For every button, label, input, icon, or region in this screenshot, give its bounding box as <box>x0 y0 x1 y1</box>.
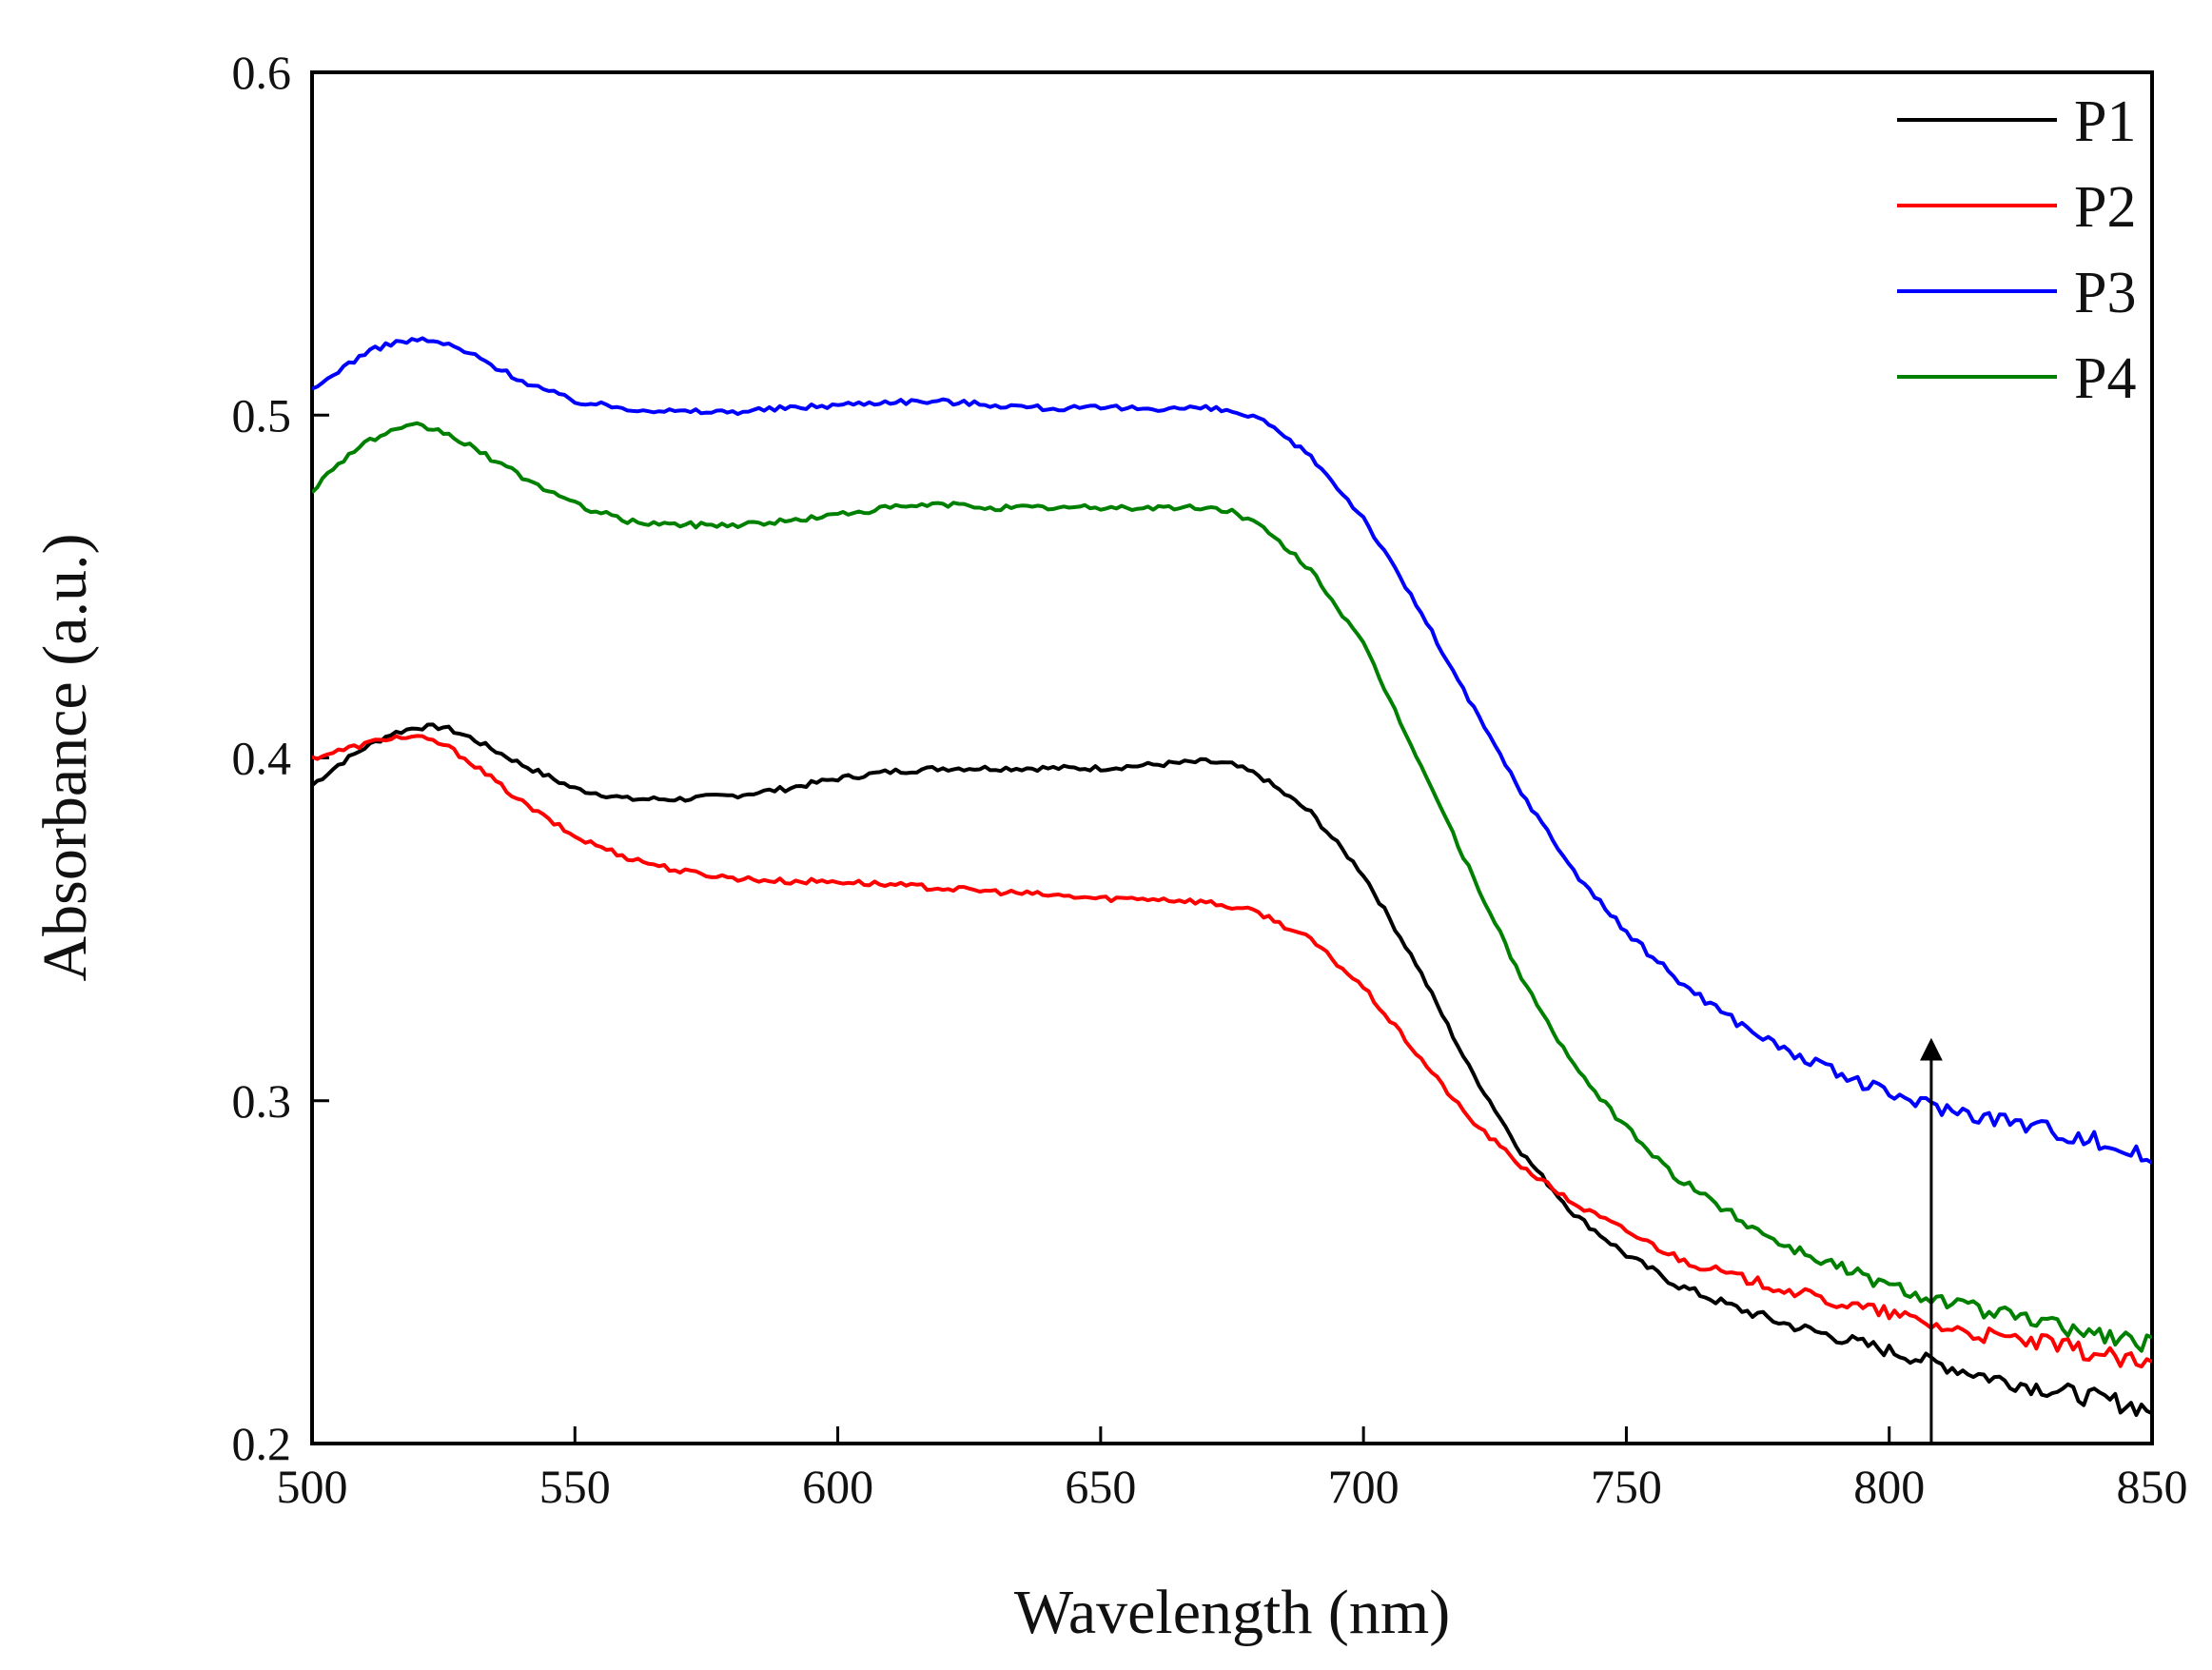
y-axis-title: Absorbance (a.u.) <box>30 534 100 982</box>
x-tick-label: 650 <box>1065 1460 1136 1513</box>
series-line-p4 <box>312 421 2152 1353</box>
legend: P1 P2 P3 P4 <box>1897 89 2136 411</box>
series-line-p1 <box>312 722 2152 1417</box>
y-axis-ticks: 0.2 0.3 0.4 0.5 0.6 <box>232 46 329 1470</box>
x-tick-label: 800 <box>1853 1460 1925 1513</box>
legend-label-p3: P3 <box>2074 261 2136 325</box>
y-tick-label: 0.4 <box>232 732 292 785</box>
legend-label-p1: P1 <box>2074 89 2136 154</box>
y-tick-label: 0.6 <box>232 46 292 99</box>
x-tick-label: 850 <box>2117 1460 2188 1513</box>
x-axis-ticks: 500 550 600 650 700 750 800 850 <box>277 1426 2188 1513</box>
legend-label-p4: P4 <box>2074 346 2136 411</box>
x-tick-label: 750 <box>1591 1460 1662 1513</box>
legend-label-p2: P2 <box>2074 175 2136 240</box>
x-tick-label: 600 <box>802 1460 873 1513</box>
y-tick-label: 0.5 <box>232 388 292 442</box>
plot-frame <box>310 70 2154 1445</box>
series-lines <box>312 336 2152 1417</box>
x-tick-label: 500 <box>277 1460 348 1513</box>
series-line-p2 <box>312 734 2152 1369</box>
y-tick-label: 0.3 <box>232 1074 292 1128</box>
x-tick-label: 700 <box>1328 1460 1400 1513</box>
y-tick-label: 0.2 <box>232 1417 292 1470</box>
x-axis-title: Wavelength (nm) <box>1014 1578 1450 1647</box>
x-tick-label: 550 <box>539 1460 611 1513</box>
series-line-p3 <box>312 336 2152 1165</box>
